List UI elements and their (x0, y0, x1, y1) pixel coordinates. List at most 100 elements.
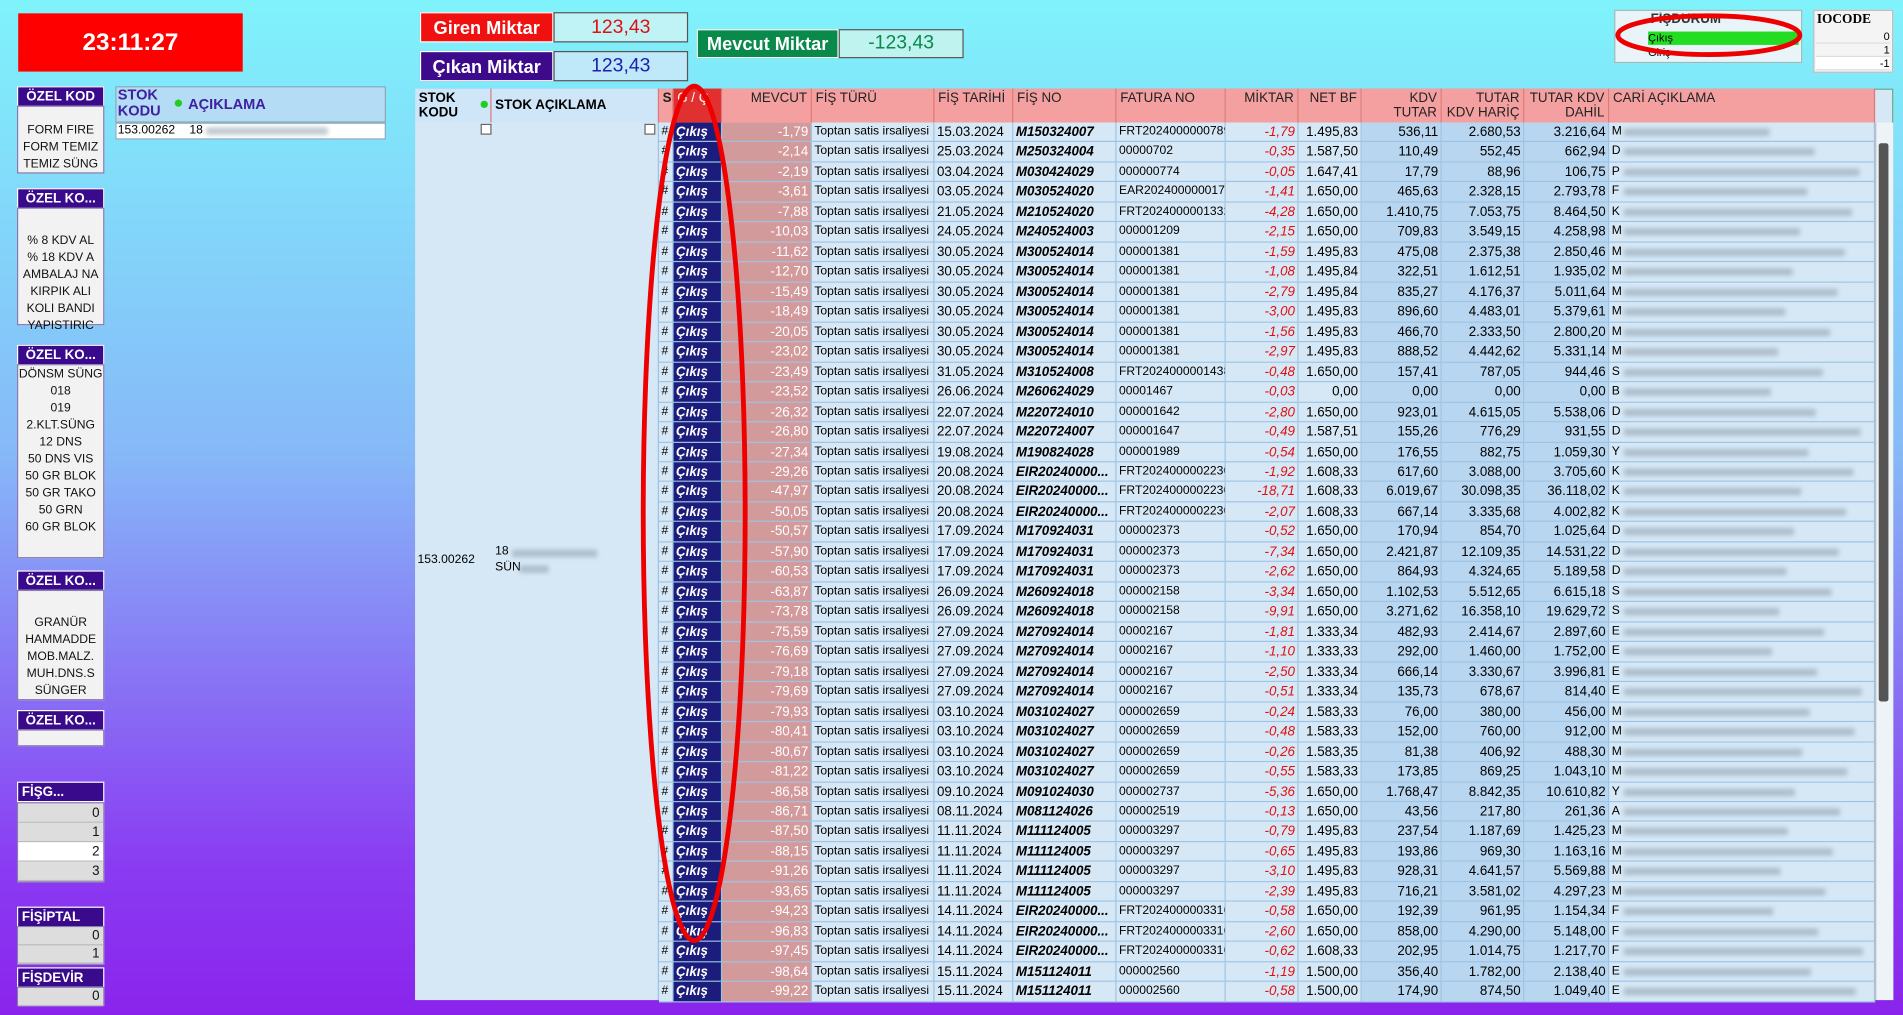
table-cell[interactable]: Çıkış (673, 742, 723, 763)
filter-item[interactable]: % 18 KDV A (27, 251, 95, 265)
filter-item[interactable]: 0 (18, 803, 104, 823)
iocode-item[interactable]: 0 (1815, 30, 1890, 44)
table-cell[interactable]: Çıkış (673, 222, 723, 243)
table-cell[interactable]: Çıkış (673, 802, 723, 823)
filter-item[interactable]: YAPISTIRIC (27, 319, 94, 333)
table-cell[interactable]: Çıkış (673, 982, 723, 1003)
filter-item[interactable]: HAMMADDE (25, 633, 97, 647)
filter-item[interactable]: 1 (18, 822, 104, 843)
filter-item[interactable]: 50 GRN (38, 503, 83, 518)
filter-item[interactable]: KOLI BANDI (26, 302, 95, 316)
table-cell[interactable]: Çıkış (673, 542, 723, 563)
filter-item[interactable]: 50 GR BLOK (25, 469, 97, 484)
filter-item[interactable]: DÖNSM SÜNG (18, 367, 103, 382)
table-cell[interactable]: Çıkış (673, 822, 723, 843)
table-cell[interactable]: Çıkış (673, 182, 723, 203)
table-cell[interactable]: Çıkış (673, 622, 723, 643)
table-cell[interactable]: Çıkış (673, 482, 723, 503)
table-cell[interactable]: Çıkış (673, 322, 723, 343)
table-cell[interactable]: Çıkış (673, 942, 723, 963)
filter-item[interactable]: 2 (18, 842, 104, 862)
table-cell[interactable]: Çıkış (673, 522, 723, 543)
table-cell[interactable]: Çıkış (673, 242, 723, 263)
filter-item[interactable]: 0 (18, 987, 104, 1007)
column-header[interactable]: G / Ç (673, 88, 723, 123)
column-header[interactable]: FİŞ NO (1013, 88, 1117, 123)
column-header[interactable]: MEVCUT (722, 88, 812, 123)
table-cell[interactable]: Çıkış (673, 162, 723, 183)
table-cell[interactable]: Çıkış (673, 462, 723, 483)
filter-item[interactable]: 12 DNS (39, 435, 82, 450)
table-cell[interactable]: Çıkış (673, 902, 723, 923)
table-cell[interactable]: Çıkış (673, 382, 723, 403)
table-cell[interactable]: Çıkış (673, 762, 723, 783)
table-cell[interactable]: Çıkış (673, 782, 723, 803)
table-cell[interactable]: Çıkış (673, 342, 723, 363)
table-cell[interactable]: Çıkış (673, 262, 723, 283)
stock-header[interactable]: AÇIKLAMA (188, 95, 266, 113)
table-cell[interactable]: Çıkış (673, 362, 723, 383)
filter-item[interactable]: MUH.DNS.S (26, 667, 95, 681)
filter-item[interactable]: 50 GR TAKO (25, 486, 96, 501)
iocode-item[interactable]: 1 (1815, 44, 1890, 58)
column-header[interactable]: STOK KODU (415, 88, 492, 123)
column-header[interactable]: Si... (659, 88, 674, 123)
column-header[interactable]: TUTAR KDV DAHİL (1524, 88, 1610, 123)
fisdurum-item[interactable]: Çıkış (1648, 31, 1799, 45)
filter-item[interactable]: TEMIZ SÜNG (23, 157, 99, 172)
filter-item[interactable]: GRANÜR (34, 616, 87, 630)
table-cell[interactable]: Çıkış (673, 882, 723, 903)
table-cell[interactable]: Çıkış (673, 682, 723, 703)
column-header[interactable]: MİKTAR (1225, 88, 1299, 123)
table-cell[interactable]: Çıkış (673, 722, 723, 743)
table-cell[interactable]: Çıkış (673, 122, 723, 143)
table-cell[interactable]: Çıkış (673, 302, 723, 323)
table-cell[interactable]: Çıkış (673, 142, 723, 163)
table-cell[interactable]: Çıkış (673, 422, 723, 443)
table-cell[interactable]: Çıkış (673, 402, 723, 423)
table-cell[interactable]: Çıkış (673, 442, 723, 463)
table-cell[interactable]: Çıkış (673, 202, 723, 223)
filter-item[interactable]: 0 (18, 927, 104, 946)
filter-item[interactable]: SÜNGER (34, 684, 87, 698)
stock-header[interactable]: STOK KODU (117, 87, 161, 119)
column-header[interactable]: FİŞ TARİHİ (934, 88, 1014, 123)
table-cell[interactable]: Çıkış (673, 562, 723, 583)
table-cell: 1.782,00 (1441, 962, 1525, 983)
table-cell[interactable]: Çıkış (673, 922, 723, 943)
column-header[interactable]: FATURA NO (1116, 88, 1226, 123)
column-header[interactable]: NET BF (1298, 88, 1362, 123)
column-header[interactable]: FİŞ TÜRÜ (811, 88, 935, 123)
filter-item[interactable]: 018 (50, 384, 71, 399)
filter-item[interactable]: MOB.MALZ. (27, 650, 95, 664)
filter-item[interactable]: KIRPIK ALI (30, 285, 92, 299)
filter-item[interactable]: 019 (50, 401, 71, 416)
column-header[interactable]: TUTAR KDV HARİÇ (1441, 88, 1525, 123)
table-cell[interactable]: Çıkış (673, 502, 723, 523)
iocode-item[interactable]: -1 (1815, 57, 1890, 71)
filter-item[interactable]: 3 (18, 861, 104, 882)
table-cell[interactable]: Çıkış (673, 702, 723, 723)
filter-item[interactable]: 1 (18, 945, 104, 964)
table-cell[interactable]: Çıkış (673, 282, 723, 303)
table-cell[interactable]: Çıkış (673, 642, 723, 663)
column-header[interactable]: STOK AÇIKLAMA (491, 88, 660, 123)
table-cell[interactable]: Çıkış (673, 862, 723, 883)
filter-item[interactable]: AMBALAJ NA (22, 268, 99, 282)
filter-item[interactable]: 2.KLT.SÜNG (26, 418, 95, 433)
filter-item[interactable]: FORM FIRE (27, 123, 95, 138)
table-cell: 6.019,67 (1361, 482, 1442, 503)
table-cell[interactable]: Çıkış (673, 842, 723, 863)
table-cell[interactable]: Çıkış (673, 662, 723, 683)
column-header[interactable]: CARİ AÇIKLAMA (1609, 88, 1876, 123)
filter-item[interactable]: 60 GR BLOK (25, 520, 97, 535)
fisdurum-item[interactable]: Giriş (1648, 46, 1671, 59)
table-cell: 30.05.2024 (934, 262, 1014, 283)
filter-item[interactable]: FORM TEMIZ (23, 140, 99, 155)
filter-item[interactable]: 50 DNS VIS (27, 452, 94, 467)
column-header[interactable]: KDV TUTAR (1361, 88, 1442, 123)
table-cell[interactable]: Çıkış (673, 582, 723, 603)
filter-item[interactable]: % 8 KDV AL (27, 234, 95, 248)
table-cell[interactable]: Çıkış (673, 602, 723, 623)
table-cell[interactable]: Çıkış (673, 962, 723, 983)
